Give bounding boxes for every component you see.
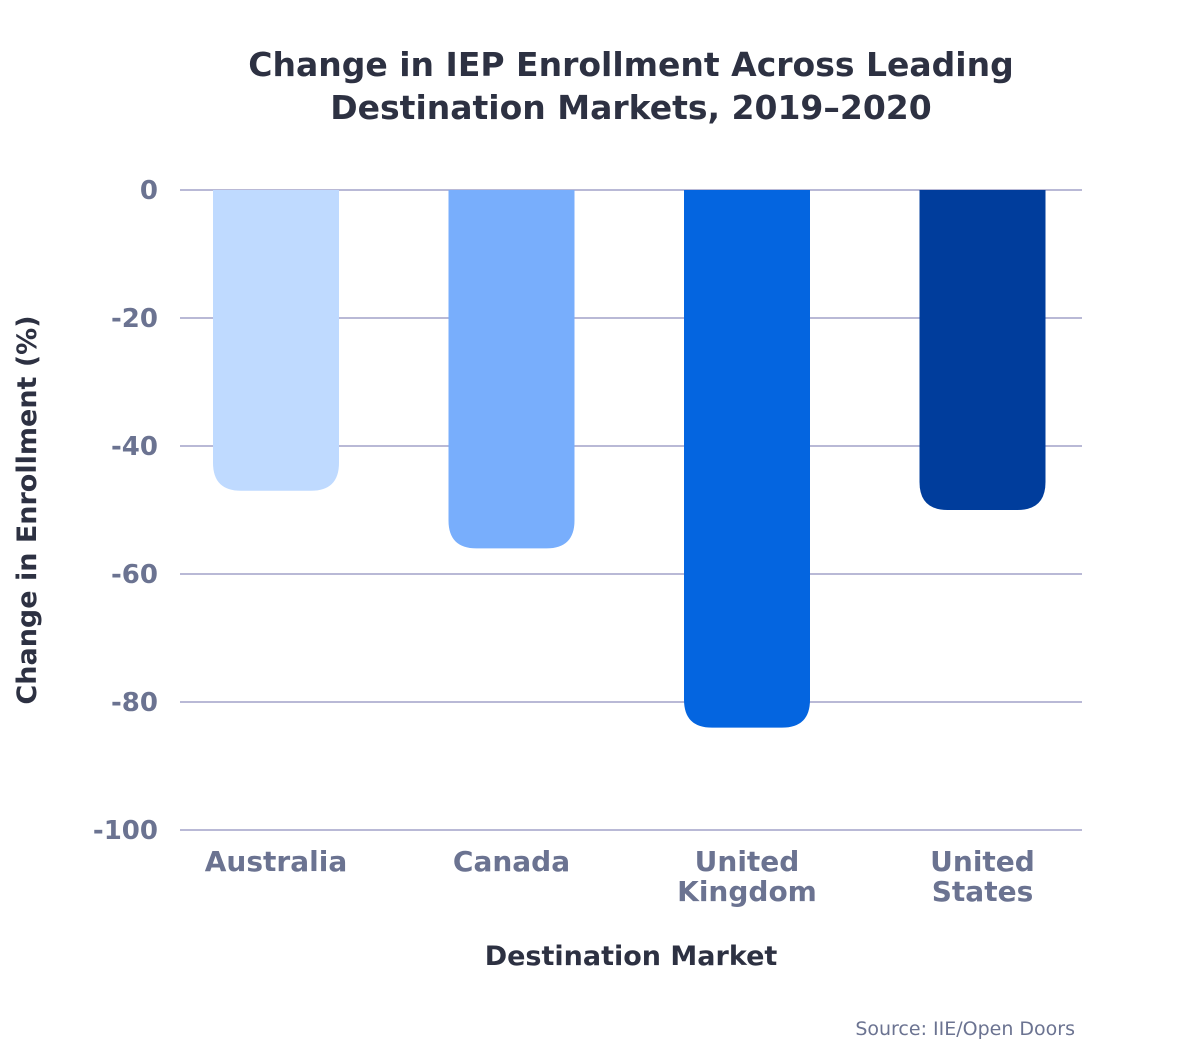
x-category-label-line: Kingdom bbox=[677, 875, 817, 908]
x-axis-label: Destination Market bbox=[485, 941, 778, 972]
chart-title-line-2: Destination Markets, 2019–2020 bbox=[330, 88, 931, 127]
y-axis-ticks: 0 -20 -40 -60 -80 -100 bbox=[93, 176, 158, 846]
y-tick-label: 0 bbox=[140, 176, 158, 206]
x-category-label-line: States bbox=[932, 875, 1034, 908]
y-tick-label: -60 bbox=[111, 560, 158, 590]
bar-united-kingdom bbox=[684, 190, 810, 728]
x-category-label: Canada bbox=[453, 845, 570, 878]
bar-united-states bbox=[919, 190, 1046, 510]
bar-canada bbox=[448, 190, 575, 549]
x-category-label-line: United bbox=[930, 845, 1035, 878]
chart-title: Change in IEP Enrollment Across Leading … bbox=[248, 45, 1013, 127]
y-tick-label: -100 bbox=[93, 816, 158, 846]
x-category-label: Australia bbox=[205, 845, 347, 878]
chart-title-line-1: Change in IEP Enrollment Across Leading bbox=[248, 45, 1013, 84]
bars bbox=[213, 190, 1046, 728]
y-tick-label: -80 bbox=[111, 688, 158, 718]
y-axis-label: Change in Enrollment (%) bbox=[12, 315, 43, 704]
source-note: Source: IIE/Open Doors bbox=[855, 1018, 1075, 1040]
y-tick-label: -20 bbox=[111, 304, 158, 334]
x-category-label-line: Canada bbox=[453, 845, 570, 878]
x-category-label-line: Australia bbox=[205, 845, 347, 878]
x-category-label-line: United bbox=[695, 845, 800, 878]
bar-australia bbox=[213, 190, 339, 491]
y-tick-label: -40 bbox=[111, 432, 158, 462]
